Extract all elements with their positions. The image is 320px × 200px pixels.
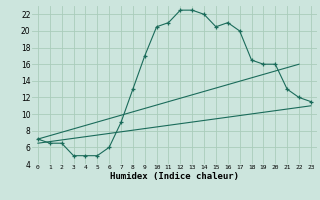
X-axis label: Humidex (Indice chaleur): Humidex (Indice chaleur) (110, 172, 239, 181)
